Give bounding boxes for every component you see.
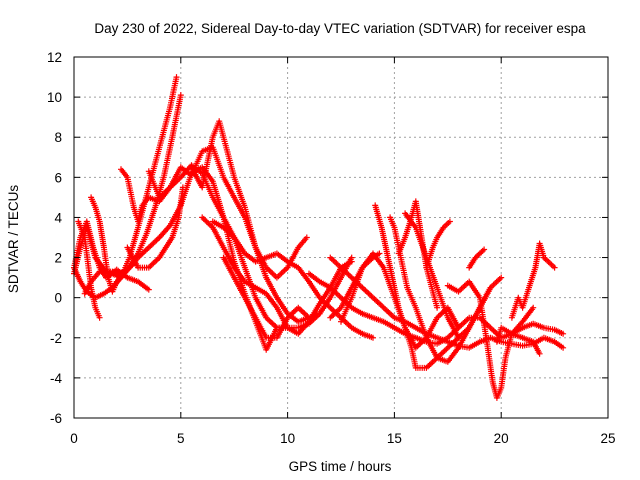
y-tick-label: 12 bbox=[47, 50, 62, 65]
series-arc24 bbox=[466, 246, 488, 271]
y-tick-label: 2 bbox=[54, 251, 62, 266]
y-tick-label: 0 bbox=[54, 291, 62, 306]
y-tick-label: 6 bbox=[54, 170, 62, 185]
grid bbox=[74, 57, 608, 418]
x-tick-label: 5 bbox=[177, 431, 185, 446]
x-tick-label: 15 bbox=[387, 431, 402, 446]
series-arc25 bbox=[493, 324, 543, 357]
series-line bbox=[425, 220, 451, 268]
series-arc26 bbox=[508, 240, 558, 321]
x-tick-label: 20 bbox=[494, 431, 509, 446]
series-arc8 bbox=[124, 184, 186, 271]
series-markers bbox=[395, 198, 441, 311]
series-arc10 bbox=[188, 118, 312, 325]
series-markers bbox=[444, 278, 537, 401]
tick-labels: 0 5 10 15 20 25 -6 -4 -2 0 2 4 6 8 10 12 bbox=[47, 50, 616, 446]
series-markers bbox=[338, 250, 462, 351]
y-tick-label: 8 bbox=[54, 130, 62, 145]
series-markers bbox=[188, 118, 312, 325]
series-arc21 bbox=[395, 198, 441, 311]
series-markers bbox=[306, 270, 567, 347]
series-arc6 bbox=[71, 92, 184, 301]
series-markers bbox=[118, 144, 310, 281]
series-markers bbox=[508, 240, 558, 321]
y-tick-label: -4 bbox=[50, 371, 62, 386]
series-line bbox=[148, 164, 321, 329]
y-tick-label: 10 bbox=[47, 90, 62, 105]
series-markers bbox=[493, 324, 543, 357]
axis-ticks bbox=[73, 56, 609, 419]
plot-frame bbox=[73, 56, 609, 419]
y-tick-label: 4 bbox=[54, 210, 62, 225]
series-arc14 bbox=[306, 270, 567, 347]
data-series bbox=[71, 74, 567, 401]
series-markers bbox=[124, 184, 186, 271]
series-markers bbox=[372, 202, 462, 371]
series-arc9 bbox=[145, 162, 323, 331]
series-arc13 bbox=[220, 254, 355, 341]
series-markers bbox=[145, 162, 323, 331]
series-arc7 bbox=[118, 144, 310, 281]
series-arc22 bbox=[423, 218, 453, 271]
series-markers bbox=[423, 218, 453, 271]
series-markers bbox=[71, 92, 184, 301]
y-tick-label: -6 bbox=[50, 411, 62, 426]
y-axis-label: SDTVAR / TECUs bbox=[6, 185, 21, 294]
series-markers bbox=[466, 246, 488, 271]
x-tick-label: 0 bbox=[70, 431, 78, 446]
x-axis-label: GPS time / hours bbox=[289, 459, 392, 474]
series-line bbox=[120, 146, 308, 279]
x-tick-label: 10 bbox=[280, 431, 295, 446]
x-tick-label: 25 bbox=[600, 431, 615, 446]
series-markers bbox=[220, 254, 355, 341]
series-arc17 bbox=[338, 250, 462, 351]
y-tick-label: -2 bbox=[50, 331, 62, 346]
chart-title: Day 230 of 2022, Sidereal Day-to-day VTE… bbox=[94, 21, 586, 36]
